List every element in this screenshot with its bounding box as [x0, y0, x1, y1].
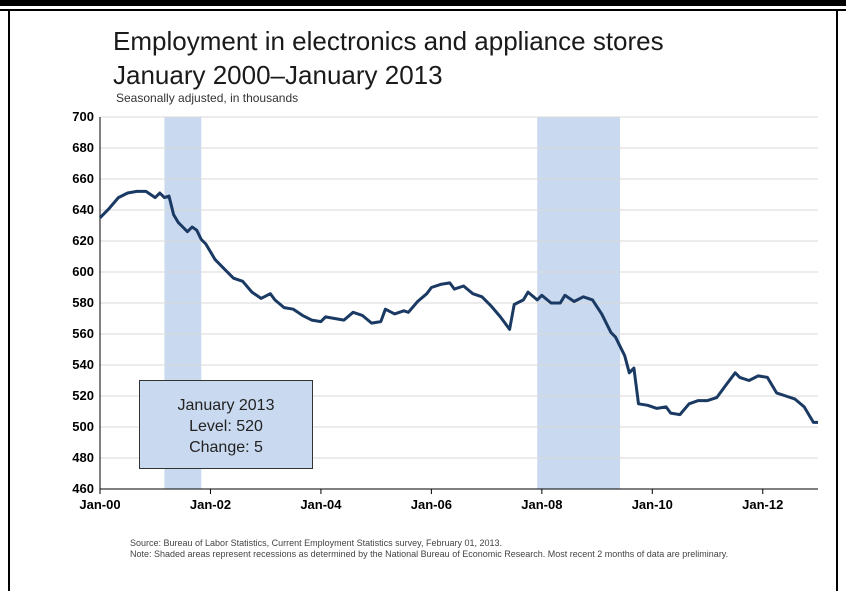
callout-level: Level: 520: [189, 418, 263, 435]
frame-right-border: [836, 9, 838, 591]
callout-change: Change: 5: [189, 439, 263, 456]
chart-notes: Source: Bureau of Labor Statistics, Curr…: [130, 538, 810, 560]
frame-left-border: [8, 9, 10, 591]
chart-title-line2: January 2000–January 2013: [113, 60, 443, 90]
chart-title-line1: Employment in electronics and appliance …: [113, 26, 664, 56]
y-tick-label-660: 660: [72, 171, 94, 186]
frame-top-line: [0, 9, 846, 11]
y-tick-label-520: 520: [72, 388, 94, 403]
y-tick-label-680: 680: [72, 140, 94, 155]
y-tick-label-580: 580: [72, 295, 94, 310]
y-tick-label-460: 460: [72, 481, 94, 496]
y-tick-label-600: 600: [72, 264, 94, 279]
y-tick-label-480: 480: [72, 450, 94, 465]
x-tick-label-Jan-00: Jan-00: [79, 497, 120, 512]
x-tick-label-Jan-08: Jan-08: [521, 497, 562, 512]
series-line-1: [98, 189, 818, 424]
x-tick-label-Jan-02: Jan-02: [190, 497, 231, 512]
y-tick-label-540: 540: [72, 357, 94, 372]
chart-subtitle: Seasonally adjusted, in thousands: [116, 91, 299, 105]
y-tick-label-640: 640: [72, 202, 94, 217]
recession-note: Note: Shaded areas represent recessions …: [130, 549, 729, 559]
source-note: Source: Bureau of Labor Statistics, Curr…: [130, 538, 503, 548]
x-tick-label-Jan-12: Jan-12: [742, 497, 783, 512]
y-tick-label-560: 560: [72, 326, 94, 341]
y-tick-label-700: 700: [72, 109, 94, 124]
y-tick-label-620: 620: [72, 233, 94, 248]
callout-date: January 2013: [177, 397, 275, 414]
y-tick-label-500: 500: [72, 419, 94, 434]
x-tick-label-Jan-10: Jan-10: [632, 497, 673, 512]
frame-top-gap: [0, 6, 846, 9]
x-tick-label-Jan-06: Jan-06: [411, 497, 452, 512]
latest-value-callout: January 2013 Level: 520 Change: 5: [139, 380, 313, 469]
frame-top-border: [0, 0, 846, 6]
x-tick-label-Jan-04: Jan-04: [300, 497, 342, 512]
